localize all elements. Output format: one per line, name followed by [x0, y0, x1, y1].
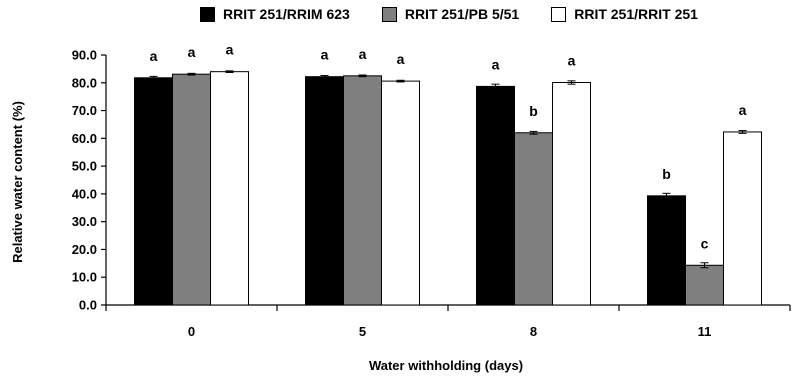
y-axis-label: Relative water content (%) [10, 101, 25, 263]
plot-area: 0.0 10.0 20.0 30.0 40.0 50.0 60.0 70.0 80.0 90.0 a… [72, 42, 791, 339]
legend-label-series-2: RRIT 251/PB 5/51 [404, 6, 520, 22]
x-tick-label: 11 [698, 324, 712, 339]
significance-letter: b [662, 166, 671, 182]
bar-1 [476, 85, 515, 306]
y-tick-label: 30.0 [72, 214, 97, 229]
significance-letter: b [529, 103, 538, 119]
legend-label-series-1: RRIT 251/RRIM 623 [223, 6, 350, 22]
significance-letter: a [150, 48, 158, 64]
legend-label-series-3: RRIT 251/RRIT 251 [574, 6, 698, 22]
y-tick-label: 0.0 [79, 298, 97, 313]
y-tick-label: 10.0 [72, 270, 97, 285]
bar-2 [685, 264, 724, 306]
significance-letter: a [739, 102, 747, 118]
bar-2 [343, 75, 382, 306]
significance-letter: a [226, 42, 234, 58]
y-tick-label: 80.0 [72, 75, 97, 90]
significance-letter: a [568, 53, 576, 69]
significance-letter: a [492, 56, 500, 72]
x-tick-label: 0 [188, 324, 195, 339]
bar-3 [381, 80, 420, 306]
x-tick-label: 8 [530, 324, 537, 339]
significance-letter: a [188, 44, 196, 60]
legend-item-series-1: RRIT 251/RRIM 623 [200, 6, 350, 22]
y-tick-label: 90.0 [72, 48, 97, 63]
x-tick-label: 5 [359, 324, 366, 339]
bar-1 [305, 76, 344, 306]
significance-letter: a [359, 46, 367, 62]
y-tick-label: 40.0 [72, 186, 97, 201]
significance-letter: c [701, 235, 709, 251]
significance-letter: a [397, 51, 405, 67]
bar-2 [172, 73, 211, 306]
y-tick-label: 50.0 [72, 159, 97, 174]
y-tick-label: 20.0 [72, 242, 97, 257]
x-axis-label: Water withholding (days) [369, 358, 523, 373]
chart-legend: RRIT 251/RRIM 623 RRIT 251/PB 5/51 RRIT … [200, 6, 730, 22]
legend-item-series-3: RRIT 251/RRIT 251 [551, 6, 698, 22]
y-tick-label: 60.0 [72, 131, 97, 146]
bar-3 [210, 71, 249, 306]
bar-1 [647, 195, 686, 306]
legend-swatch-series-2 [381, 6, 397, 22]
bar-2 [514, 132, 553, 306]
bar-1 [134, 77, 173, 306]
legend-item-series-2: RRIT 251/PB 5/51 [381, 6, 520, 22]
y-tick-label: 70.0 [72, 103, 97, 118]
legend-swatch-series-1 [200, 6, 215, 22]
bar-3 [723, 131, 762, 306]
legend-swatch-series-3 [551, 6, 567, 22]
bar-3 [552, 82, 591, 306]
significance-letter: a [321, 47, 329, 63]
